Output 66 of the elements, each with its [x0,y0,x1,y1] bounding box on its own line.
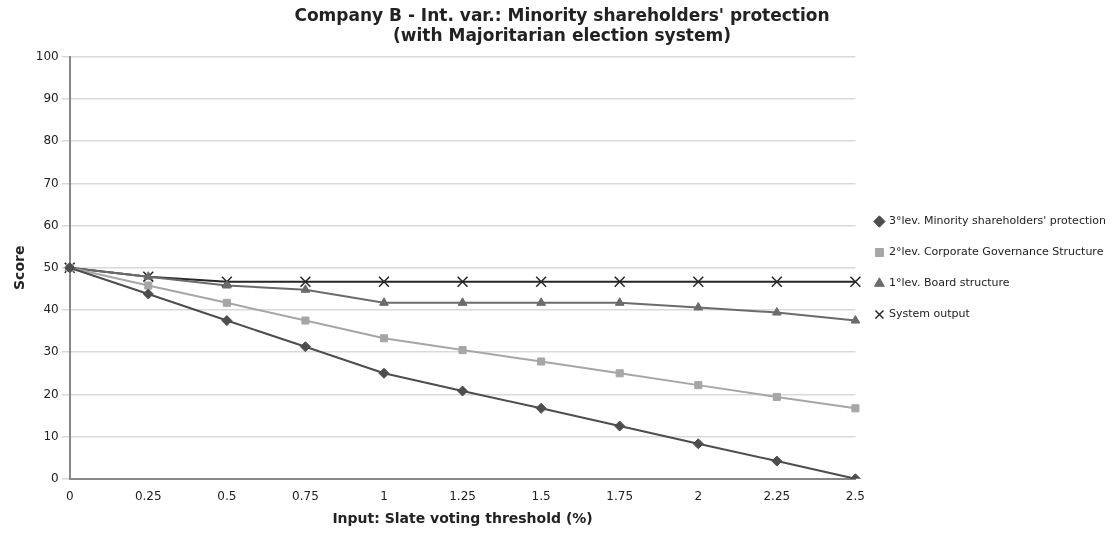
y-tick-label: 80 [43,133,59,148]
point [458,346,467,355]
y-tick-label: 70 [43,175,59,190]
point [851,404,860,413]
y-tick-label: 0 [51,470,59,485]
y-tick-label: 50 [43,259,59,274]
point [222,298,231,307]
point [379,297,389,306]
point [300,284,311,293]
x-tick-label: 0.5 [217,489,237,504]
point [457,385,469,397]
point [693,301,704,311]
x-tick-label: 0.25 [134,489,162,504]
point [378,276,390,288]
point [772,392,781,401]
y-axis-title: Score [11,245,28,290]
point [772,307,782,316]
point [456,276,469,288]
x-tick-label: 1.25 [449,489,476,504]
point [615,369,624,378]
point [614,420,626,432]
chart-title: Company B - Int. var.: Minority shareholders' protection (with Majoritarian election system) [294,4,830,46]
x-tick-label: 2 [694,489,703,504]
point [692,438,704,450]
point [850,315,861,324]
y-tick-label: 90 [43,91,59,106]
point [771,276,783,288]
point [535,276,547,288]
point [457,297,468,306]
point [694,381,703,390]
point [142,288,154,300]
point [849,276,862,288]
point [378,367,390,379]
point [535,402,547,414]
point [536,297,546,306]
point [301,316,310,325]
point [221,315,233,327]
point [221,276,233,288]
point [299,341,311,353]
point [299,276,312,288]
point [144,281,153,290]
y-tick-label: 30 [43,344,59,359]
x-tick-label: 0 [65,489,74,504]
point [614,276,626,288]
x-tick-label: 0.75 [292,489,319,504]
y-tick-label: 10 [43,428,59,443]
point [537,357,546,366]
y-tick-label: 40 [43,302,59,317]
legend-label: 3°lev. Minority shareholders' protection [888,214,1107,228]
legend-label: 1°lev. Board structure [888,276,1010,290]
x-tick-label: 1.75 [606,489,634,504]
x-tick-label: 2.5 [845,489,865,504]
legend-label: System output [888,307,971,321]
point [379,334,389,343]
point [692,276,704,288]
y-tick-label: 20 [43,386,59,401]
x-tick-label: 2.25 [763,489,791,504]
x-axis-title: Input: Slate voting threshold (%) [332,510,593,527]
x-tick-label: 1 [380,489,388,504]
point [614,297,625,306]
point [222,280,232,289]
y-tick-label: 100 [35,48,59,63]
point [771,455,783,467]
legend-label: 2°lev. Corporate Governance Structure [888,245,1104,259]
x-tick-label: 1.5 [531,489,551,504]
y-tick-label: 60 [43,217,59,232]
